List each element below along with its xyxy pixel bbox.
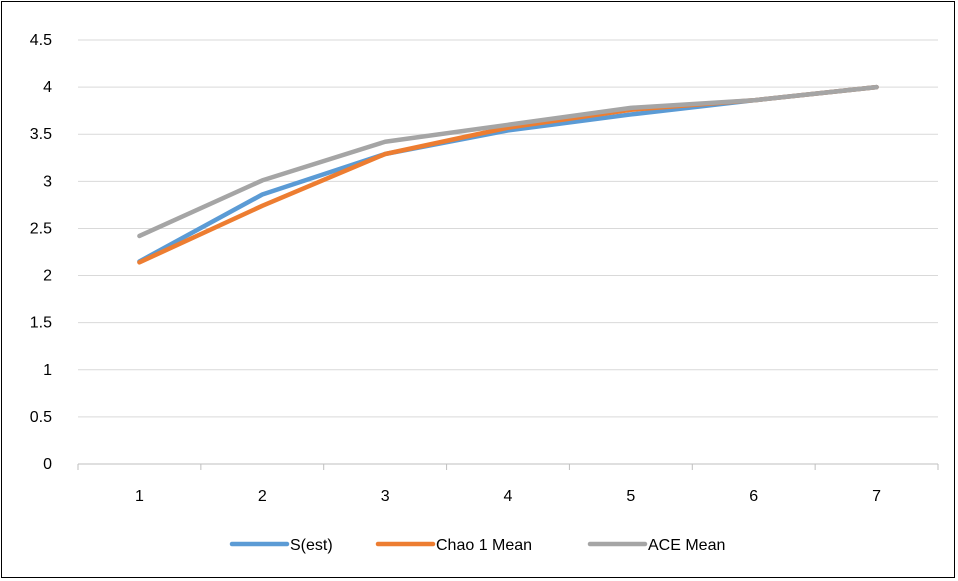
series-line-1: [137, 84, 879, 265]
legend-label-2: ACE Mean: [648, 537, 725, 554]
x-tick-label-1: 1: [135, 488, 144, 505]
y-tick-label-8: 4: [43, 79, 52, 96]
gridlines: [78, 39, 938, 465]
y-tick-label-6: 3: [43, 173, 52, 190]
x-tick-label-5: 5: [626, 488, 635, 505]
y-tick-label-7: 3.5: [30, 126, 52, 143]
legend: S(est) Chao 1 Mean ACE Mean: [229, 537, 725, 554]
series-line-0: [137, 84, 879, 264]
x-tick-label-6: 6: [749, 488, 758, 505]
series-line-2: [137, 84, 879, 239]
y-axis-ticks: 0 0.5 1 1.5 2 2.5 3 3.5 4 4.5: [30, 32, 52, 473]
x-axis-ticks: 1 2 3 4 5 6 7: [77, 464, 939, 505]
x-tick-label-2: 2: [258, 488, 267, 505]
x-tick-label-7: 7: [872, 488, 881, 505]
y-tick-label-2: 1: [43, 362, 52, 379]
x-tick-label-3: 3: [381, 488, 390, 505]
x-tick-label-4: 4: [504, 488, 513, 505]
y-tick-label-1: 0.5: [30, 409, 52, 426]
legend-label-0: S(est): [290, 537, 333, 554]
y-tick-label-9: 4.5: [30, 32, 52, 49]
y-tick-label-5: 2.5: [30, 220, 52, 237]
y-tick-label-0: 0: [43, 456, 52, 473]
legend-label-1: Chao 1 Mean: [436, 537, 532, 554]
series-lines: [137, 84, 879, 265]
y-tick-label-4: 2: [43, 268, 52, 285]
y-tick-label-3: 1.5: [30, 315, 52, 332]
